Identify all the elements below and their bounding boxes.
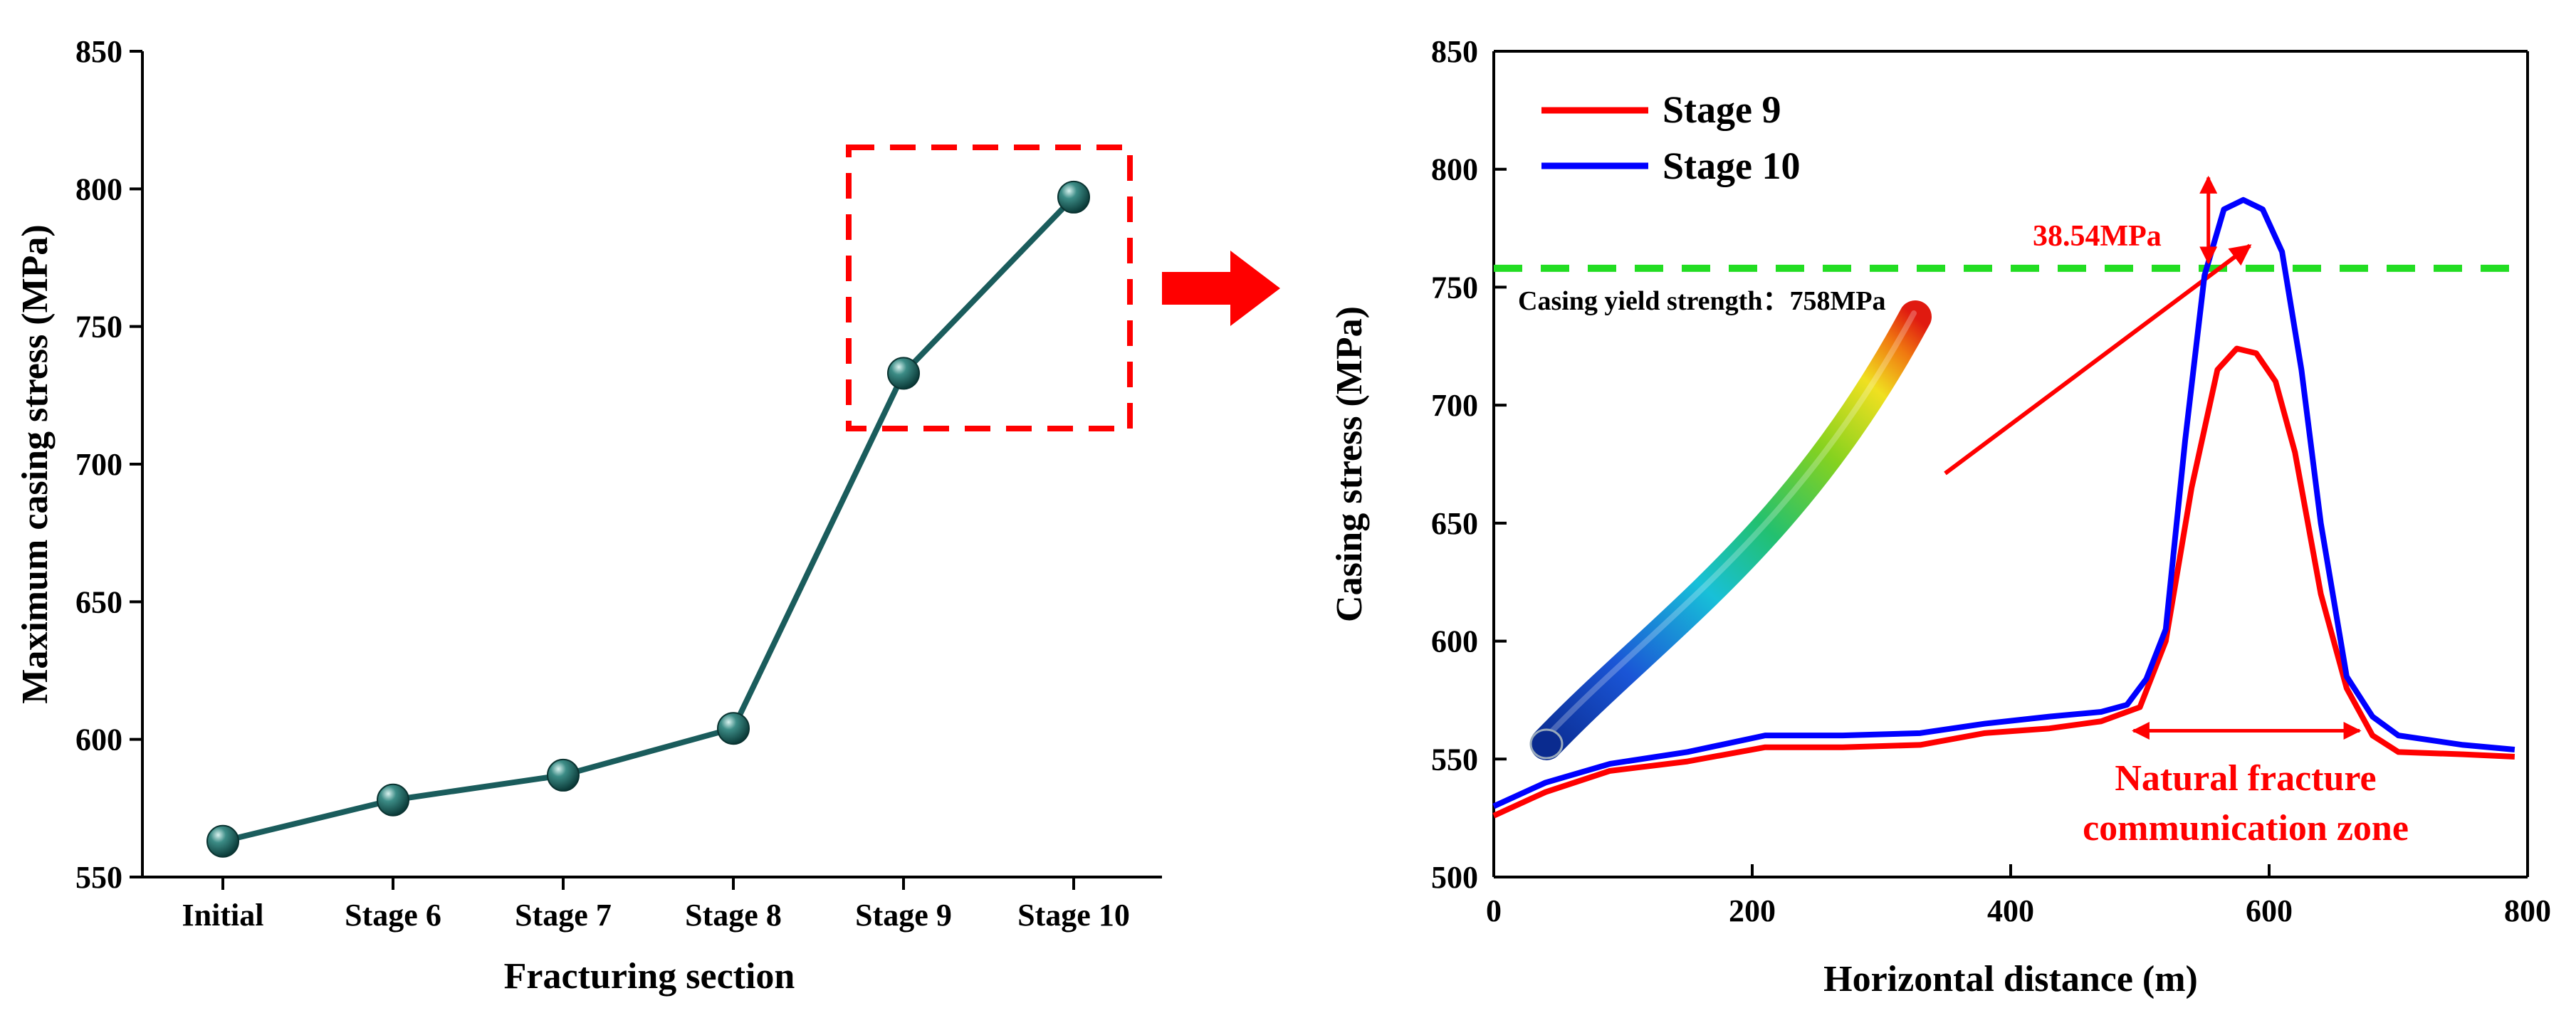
c2-legend: Stage 9 Stage 10 [1541,88,1800,187]
c2-x-tick-label: 0 [1486,893,1502,928]
c1-data-point [547,758,580,792]
c2-y-tick-label: 550 [1431,742,1478,777]
casing-contour-end-cap [1529,728,1564,760]
c1-y-tick-label: 750 [75,310,122,345]
c2-pointer-arrow [1944,243,2252,476]
c2-y-tick-label: 600 [1431,624,1478,659]
c1-data-point [717,712,750,745]
c1-y-tick-label: 850 [75,34,122,69]
c2-y-tick-label: 650 [1431,506,1478,541]
c1-x-tick-label: Initial [182,898,264,933]
c2-series-stage-10 [1492,196,2515,809]
c1-y-tick-label: 650 [75,584,122,619]
transition-arrow-icon [1162,251,1280,326]
c2-y-tick-label: 500 [1431,860,1478,895]
c1-x-tick-label: Stage 8 [685,898,782,933]
c2-x-axis-title: Horizontal distance (m) [1823,959,2198,999]
c2-zone-label-line1: Natural fracture [2115,758,2376,799]
c2-x-tick-label: 200 [1729,893,1776,928]
c1-y-tick-label: 700 [75,447,122,482]
c1-y-axis-title: Maximum casing stress (MPa) [15,224,56,704]
c2-legend-label-stage-10: Stage 10 [1663,145,1800,187]
c1-x-tick-label: Stage 7 [515,898,612,933]
casing-contour-highlight [1544,310,1917,740]
c1-data-point [1057,180,1090,214]
c1-data-point [887,357,920,390]
c2-legend-label-stage-9: Stage 9 [1663,88,1781,131]
casing-contour-body [1530,300,1932,760]
c2-x-tick-label: 600 [2246,893,2293,928]
c2-yield-strength-label: Casing yield strength：758MPa [1518,286,1886,316]
c1-y-ticks: 550 600 650 700 750 800 850 [75,34,142,895]
c1-highlight-box [846,145,1133,431]
c2-y-tick-label: 800 [1431,152,1478,187]
c2-x-ticks: 0 200 400 600 800 [1486,864,2551,928]
c2-x-tick-label: 800 [2504,893,2551,928]
c2-y-ticks: 500 550 600 650 700 750 800 850 [1431,34,1507,895]
c1-data-point [206,824,239,858]
c1-x-axis-title: Fracturing section [504,956,795,997]
chart-max-casing-stress: 550 600 650 700 750 800 850 Initial Stage 6 Stag… [15,34,1162,997]
c2-y-axis-title: Casing stress (MPa) [1329,306,1370,622]
c1-y-tick-label: 800 [75,172,122,206]
c1-data-point [377,783,409,817]
casing-contour-illustration [1529,300,1932,760]
c1-x-tick-label: Stage 9 [855,898,952,933]
c1-x-tick-label: Stage 6 [345,898,441,933]
chart-casing-stress-distance: 500 550 600 650 700 750 800 850 0 200 400 600 800 C… [1329,34,2551,999]
c2-y-tick-label: 750 [1431,270,1478,305]
c1-series-line [222,195,1076,844]
c1-x-tick-label: Stage 10 [1017,898,1130,933]
c1-points [206,180,1090,858]
c1-x-ticks: Initial Stage 6 Stage 7 Stage 8 Stage 9 Stage… [182,877,1130,933]
c2-y-tick-label: 850 [1431,34,1478,69]
c1-y-tick-label: 550 [75,860,122,895]
c2-zone-label-line2: communication zone [2083,808,2409,849]
c2-x-tick-label: 400 [1987,893,2034,928]
c2-difference-label: 38.54MPa [2033,220,2162,253]
c1-y-tick-label: 600 [75,723,122,757]
c2-series-stage-9 [1492,345,2515,819]
c2-y-tick-label: 700 [1431,388,1478,423]
